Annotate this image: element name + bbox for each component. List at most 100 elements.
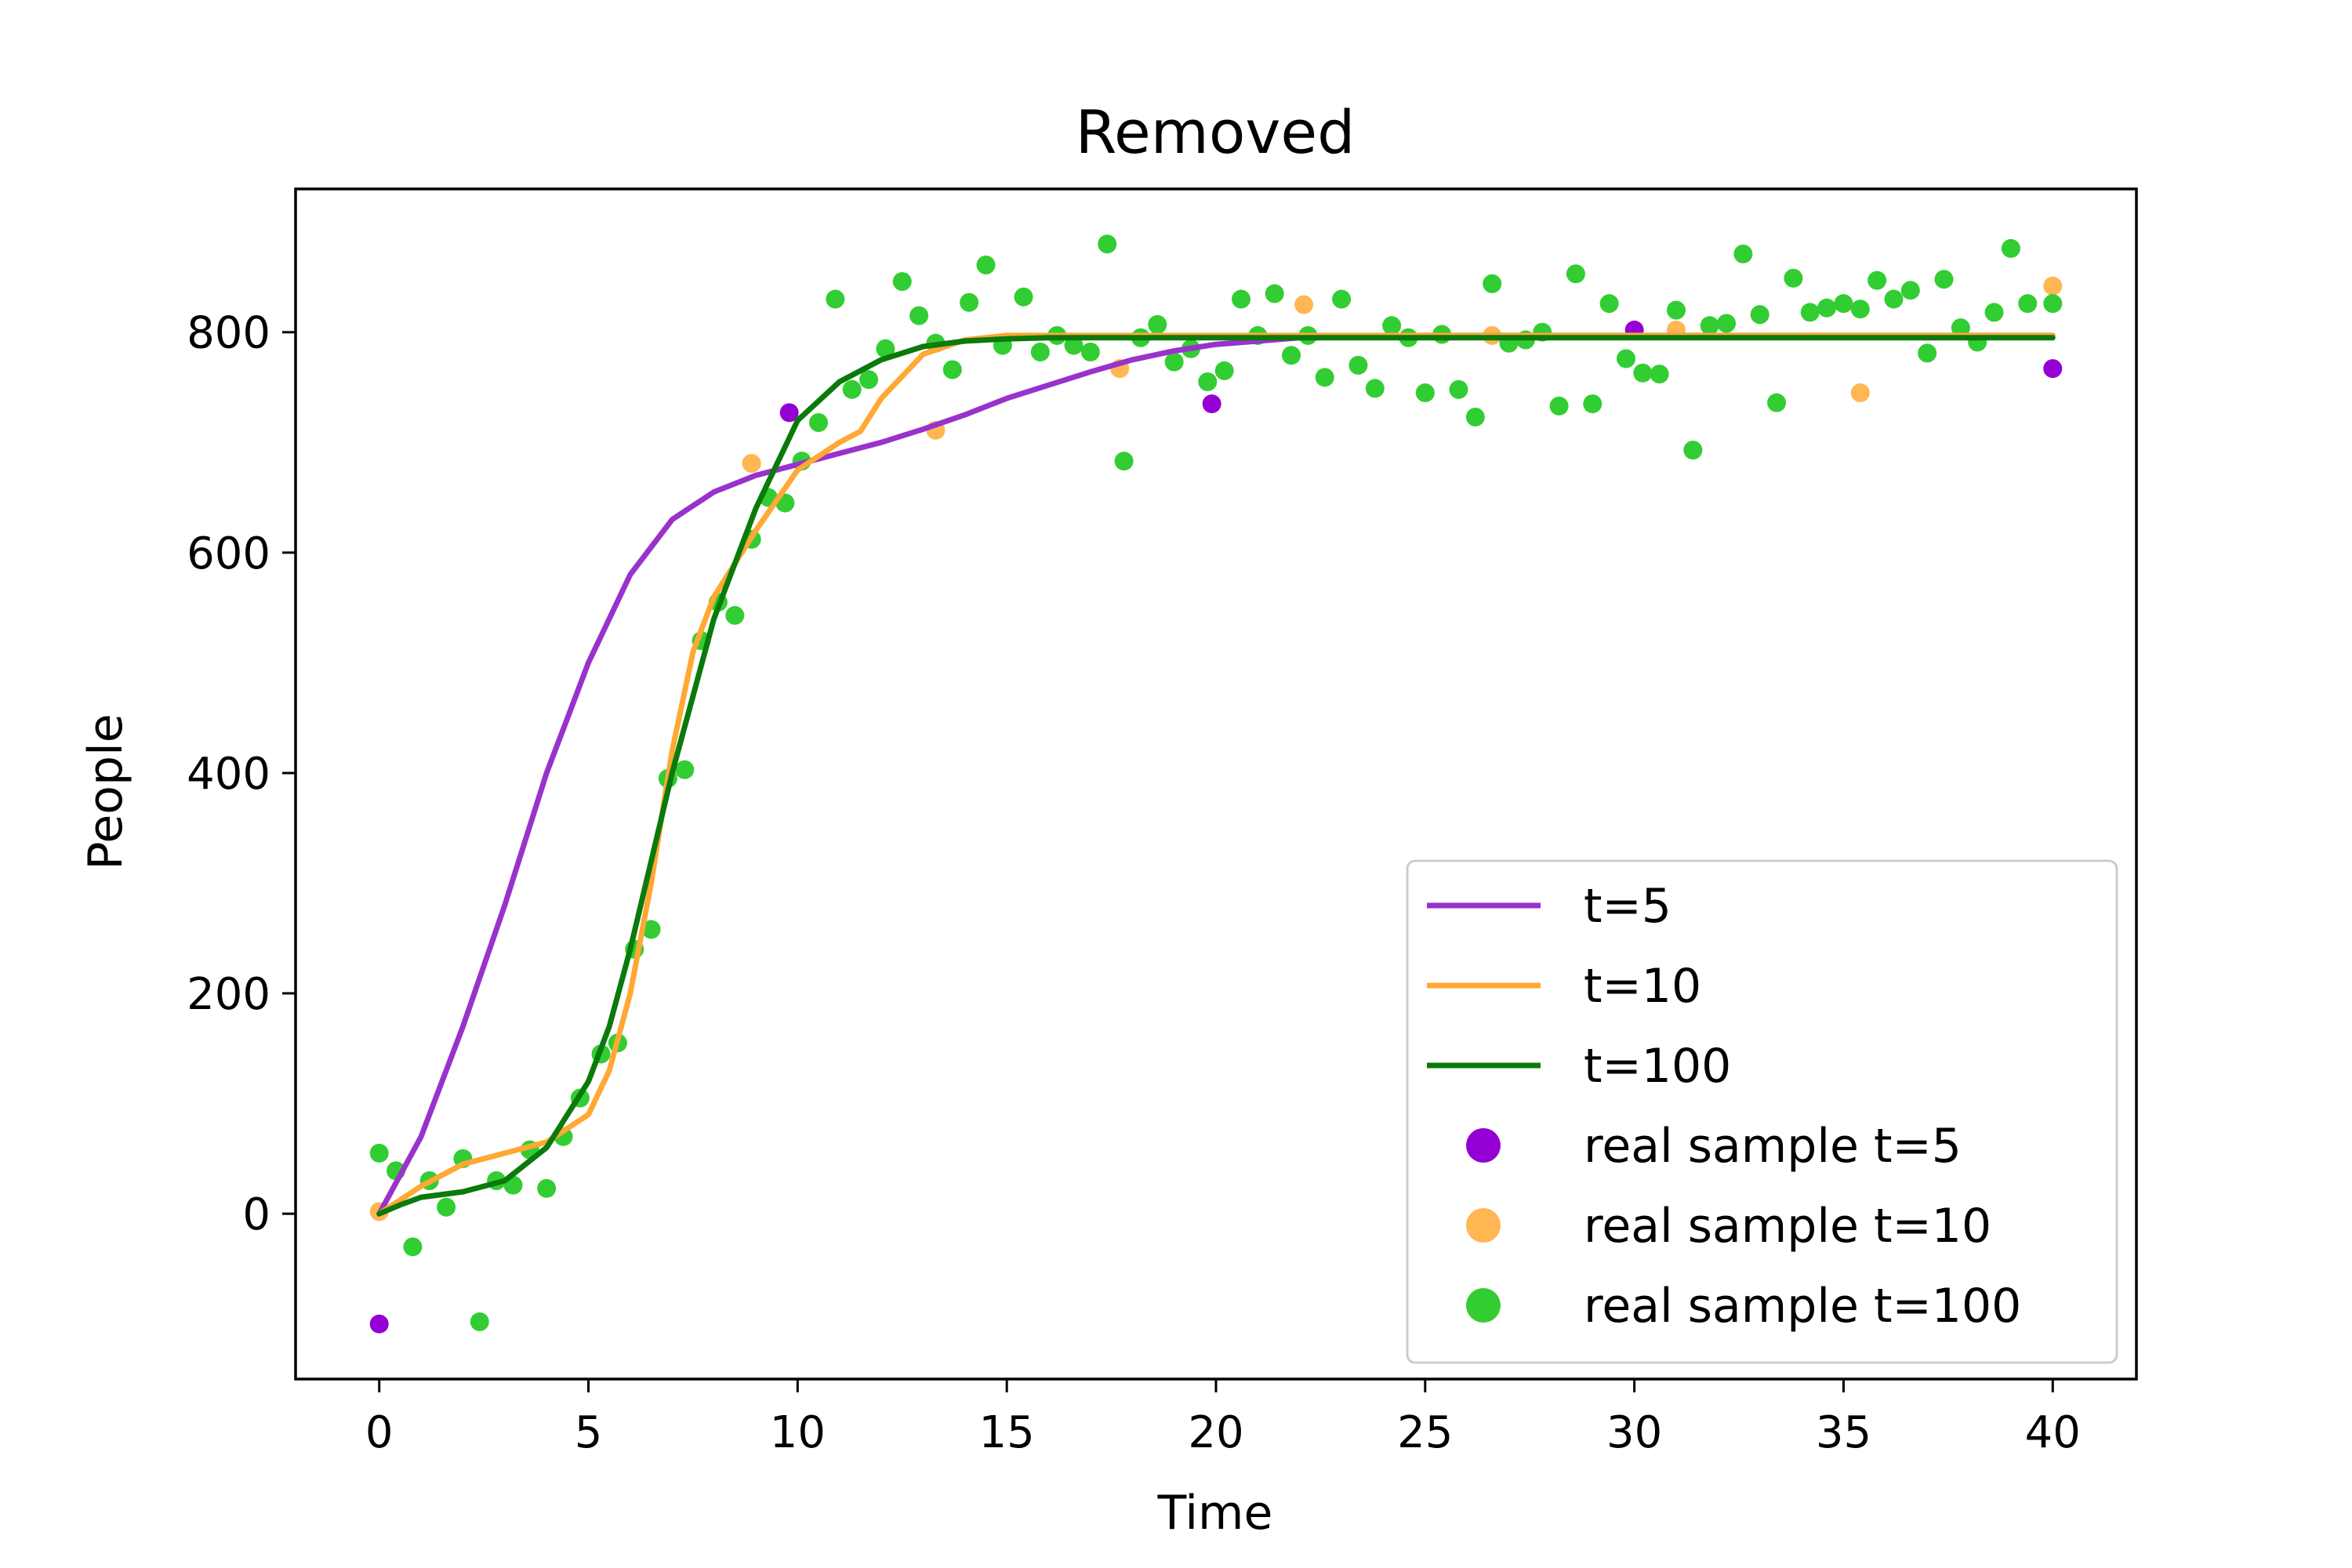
data-point [1951,318,1970,338]
data-point [1733,244,1753,263]
x-tick-label: 15 [979,1407,1035,1458]
data-point [1633,363,1653,383]
legend: t=5 t=10 t=100 real sample t=5 real sample t… [1406,859,2118,1364]
data-point [1683,441,1703,460]
data-point [876,339,895,358]
data-point [1483,274,1502,293]
data-point [1282,346,1301,365]
legend-marker-swatch [1466,1288,1501,1323]
data-point [1415,383,1435,403]
data-point [1884,289,1904,309]
data-point [1164,352,1184,372]
data-point [1348,355,1368,375]
data-point [909,306,929,325]
data-point [1800,303,1820,322]
data-point [1114,452,1134,471]
data-point [976,255,996,274]
data-point [1232,289,1251,309]
data-point [1202,394,1221,414]
legend-label: t=5 [1584,879,1671,934]
data-layer [369,234,2063,1334]
data-point [1583,394,1602,414]
legend-label: t=10 [1584,959,1701,1014]
data-point [826,289,845,309]
data-point [1465,407,1485,426]
data-point [1817,298,1837,318]
legend-label: real sample t=5 [1584,1119,1962,1174]
legend-marker-swatch [1466,1208,1501,1243]
y-tick-label: 0 [242,1189,270,1240]
legend-label: t=100 [1584,1039,1731,1094]
x-tick-label: 30 [1606,1407,1662,1458]
data-point [1566,264,1585,284]
data-point [892,272,912,292]
data-point [809,412,829,432]
data-point [1214,361,1234,380]
data-point [1148,314,1167,334]
data-point [1616,349,1635,368]
data-point [1080,343,1100,362]
y-tick-label: 200 [187,969,270,1020]
data-point [2043,359,2063,379]
series-line [376,332,2056,1217]
data-point [742,453,761,473]
data-point [1098,234,1117,254]
y-tick-label: 800 [187,308,270,359]
data-point [1667,300,1686,320]
data-point [1717,314,1737,333]
data-point [2001,238,2020,258]
data-point [1382,316,1402,336]
x-tick-label: 25 [1397,1407,1453,1458]
data-point [1365,379,1385,398]
data-point [1700,316,1719,336]
data-point [1198,372,1218,391]
data-point [1934,270,1954,289]
data-point [1014,287,1033,307]
data-point [2043,294,2063,314]
data-point [1599,294,1619,314]
data-point [1834,294,1853,314]
data-point [779,403,799,423]
data-point [1549,396,1569,416]
data-point [1650,365,1669,384]
data-point [369,1143,389,1163]
x-tick-label: 5 [575,1407,603,1458]
data-point [470,1312,489,1331]
data-point [1784,268,1803,288]
data-point [1332,289,1352,309]
data-point [403,1237,423,1257]
data-point [1867,270,1887,290]
data-point [1030,343,1050,362]
data-point [1294,295,1314,314]
data-point [1750,305,1769,325]
data-point [1767,393,1787,412]
data-point [725,605,745,625]
legend-label: real sample t=10 [1584,1199,1991,1254]
data-point [437,1197,456,1217]
data-point [942,360,962,379]
x-tick-label: 20 [1188,1407,1243,1458]
legend-label: real sample t=100 [1584,1279,2021,1334]
data-point [859,370,879,390]
y-tick-label: 400 [187,749,270,800]
data-point [1850,299,1870,319]
data-point [537,1178,557,1198]
data-point [960,292,979,312]
data-point [1449,379,1468,399]
x-tick-label: 10 [770,1407,826,1458]
data-point [1064,336,1083,355]
x-tick-label: 40 [2025,1407,2081,1458]
data-point [1315,368,1334,387]
data-point [1918,343,1937,363]
y-axis-label: People [78,713,133,869]
data-point [842,379,862,399]
data-point [641,920,661,939]
data-point [675,760,695,779]
chart-title: Removed [1076,97,1356,167]
legend-frame [1406,859,2118,1364]
data-point [2018,294,2038,314]
x-axis-label: Time [1157,1486,1273,1541]
legend-marker-swatch [1466,1128,1501,1163]
